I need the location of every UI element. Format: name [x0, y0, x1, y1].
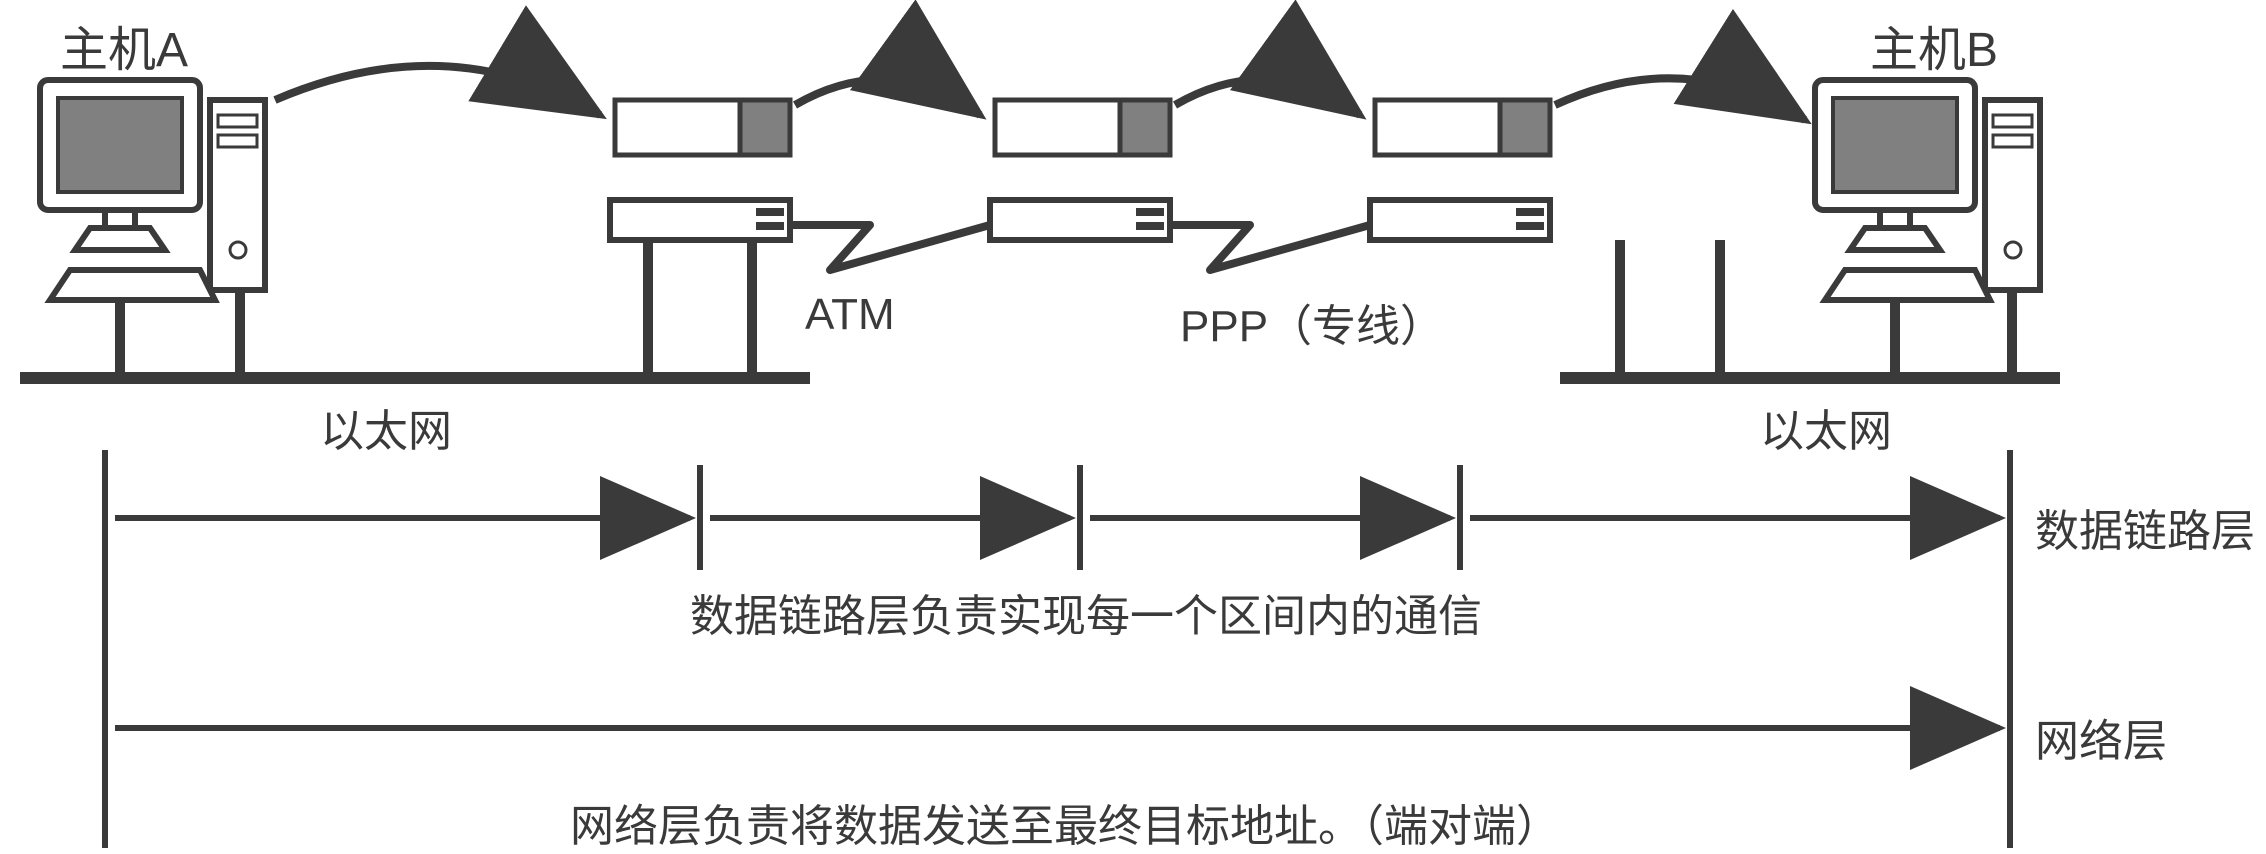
hop-arrow-4: [1555, 78, 1805, 120]
data-link-caption: 数据链路层负责实现每一个区间内的通信: [690, 580, 1482, 644]
ethernet-right-label: 以太网: [1760, 395, 1892, 459]
host-a-label: 主机A: [60, 10, 188, 80]
hop-arrow-2: [795, 80, 980, 115]
host-b-label: 主机B: [1870, 10, 1998, 80]
packet-1: [615, 100, 790, 155]
ppp-label: PPP（专线）: [1180, 290, 1444, 354]
host-b-computer: [1815, 80, 2040, 378]
router-1: [610, 200, 790, 378]
packet-2: [995, 100, 1170, 155]
atm-label: ATM: [805, 290, 895, 340]
ethernet-left-label: 以太网: [320, 395, 452, 459]
ppp-link: [1170, 225, 1370, 270]
network-diagram: 主机A 主机B ATM PPP（专线） 以太网 以太网 数据链路层 网络层 数据…: [0, 0, 2266, 848]
network-layer-label: 网络层: [2035, 705, 2167, 769]
hop-arrow-1: [275, 66, 600, 115]
atm-link: [790, 225, 990, 270]
packet-3: [1375, 100, 1550, 155]
network-caption: 网络层负责将数据发送至最终目标地址。（端对端）: [570, 790, 1560, 854]
router-2: [990, 200, 1170, 240]
host-a-computer: [40, 80, 265, 378]
data-link-layer-label: 数据链路层: [2035, 495, 2255, 559]
hop-arrow-3: [1175, 80, 1360, 115]
